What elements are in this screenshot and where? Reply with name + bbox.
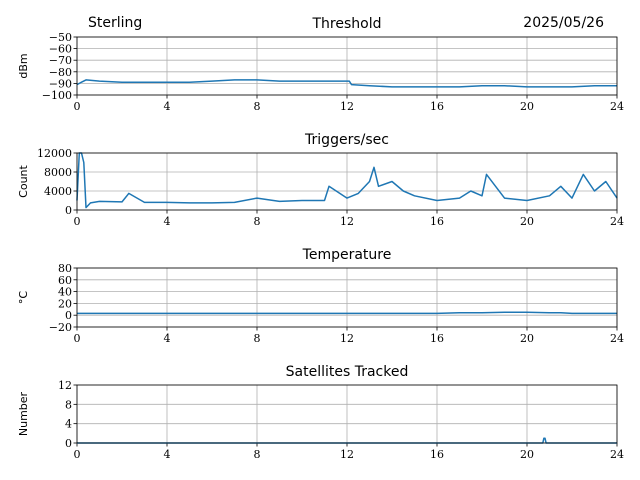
x-tick-label: 8 — [254, 215, 261, 228]
y-tick-label: 8000 — [44, 166, 72, 179]
x-tick-label: 0 — [74, 448, 81, 461]
x-tick-label: 24 — [610, 100, 624, 113]
x-tick-label: 12 — [340, 448, 354, 461]
x-tick-label: 4 — [164, 100, 171, 113]
x-tick-label: 16 — [430, 215, 444, 228]
chart-panels: 0 4 8 12 16 20 24 −50−60−70−80−90−100 Threshold d… — [17, 16, 624, 461]
series-line — [76, 152, 618, 209]
chart-panel: 0 4 8 12 16 20 24 −50−60−70−80−90−100 Threshold d… — [17, 16, 624, 113]
y-axis-label: Count — [17, 164, 30, 197]
y-tick-label: 20 — [58, 297, 72, 310]
x-tick-label: 24 — [610, 332, 624, 345]
x-tick-label: 12 — [340, 100, 354, 113]
x-tick-label: 4 — [164, 448, 171, 461]
y-axis-label: °C — [17, 291, 30, 305]
x-tick-label: 12 — [340, 215, 354, 228]
y-tick-label: 0 — [65, 204, 72, 217]
x-tick-label: 12 — [340, 332, 354, 345]
y-axis-label: Number — [17, 391, 30, 436]
x-tick-label: 4 — [164, 332, 171, 345]
y-tick-label: −100 — [42, 89, 72, 102]
x-tick-label: 0 — [74, 215, 81, 228]
axes-frame — [76, 384, 618, 444]
y-tick-label: 0 — [65, 437, 72, 450]
y-tick-label: −50 — [49, 31, 72, 44]
site-label: Sterling — [88, 15, 142, 31]
y-tick-label: 80 — [58, 262, 72, 275]
chart-title: Threshold — [312, 16, 382, 32]
x-tick-label: 8 — [254, 100, 261, 113]
x-tick-label: 20 — [520, 100, 534, 113]
y-tick-label: −80 — [49, 66, 72, 79]
x-tick-label: 24 — [610, 215, 624, 228]
date-label: 2025/05/26 — [523, 15, 604, 31]
x-tick-label: 16 — [430, 332, 444, 345]
x-tick-label: 24 — [610, 448, 624, 461]
chart-title: Triggers/sec — [304, 132, 389, 148]
y-tick-label: 40 — [58, 286, 72, 299]
x-tick-label: 20 — [520, 448, 534, 461]
y-tick-label: 12000 — [37, 147, 72, 160]
y-tick-label: 12 — [58, 379, 72, 392]
y-tick-label: 8 — [65, 398, 72, 411]
x-tick-label: 16 — [430, 448, 444, 461]
axes-frame — [76, 152, 618, 211]
chart-title: Satellites Tracked — [286, 364, 409, 380]
y-axis-label: dBm — [17, 53, 30, 78]
x-tick-label: 20 — [520, 332, 534, 345]
series-line — [77, 311, 617, 315]
axes-frame — [76, 267, 618, 328]
x-tick-label: 8 — [254, 332, 261, 345]
y-tick-label: 0 — [65, 309, 72, 322]
y-tick-label: −90 — [49, 77, 72, 90]
x-tick-label: 16 — [430, 100, 444, 113]
x-tick-label: 4 — [164, 215, 171, 228]
y-tick-label: 60 — [58, 274, 72, 287]
y-tick-label: 4000 — [44, 185, 72, 198]
chart-panel: 0 4 8 12 16 20 24 0 4 8 12 Satellites Tracked Number — [17, 364, 624, 461]
chart-title: Temperature — [302, 247, 392, 263]
chart-panel: 0 4 8 12 16 20 24 0 4000 8000 12000 Triggers/sec Cou… — [17, 132, 624, 228]
x-tick-label: 20 — [520, 215, 534, 228]
x-tick-label: 0 — [74, 100, 81, 113]
y-tick-label: −60 — [49, 43, 72, 56]
axes-frame — [76, 36, 618, 96]
x-tick-label: 0 — [74, 332, 81, 345]
x-tick-label: 8 — [254, 448, 261, 461]
y-tick-label: −20 — [49, 321, 72, 334]
y-tick-label: 4 — [65, 418, 72, 431]
y-tick-label: −70 — [49, 54, 72, 67]
series-line — [76, 79, 617, 88]
